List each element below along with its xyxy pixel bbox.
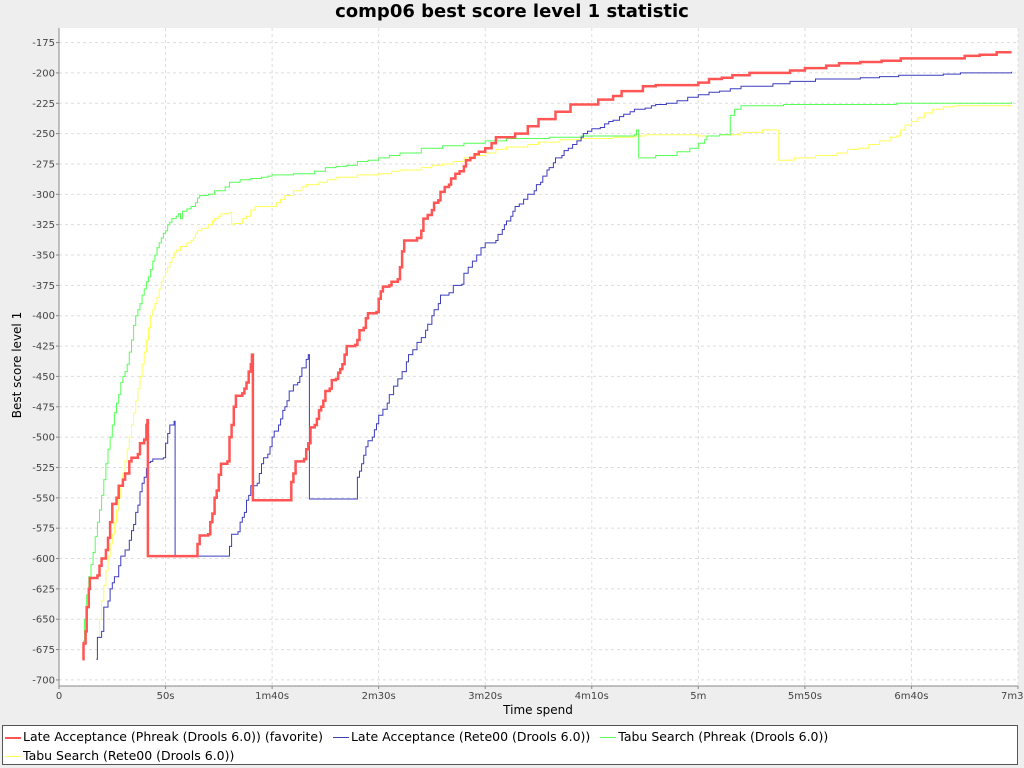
- legend-swatch: [5, 736, 21, 739]
- series-line: [82, 102, 1013, 660]
- axis-ticks: 0 50s 1m40s 2m30s 3m20s 4m10s 5m 5m50s 6m40s 7m30…: [32, 38, 1024, 702]
- y-tick-label: -525: [32, 463, 55, 474]
- y-tick-label: -200: [32, 68, 55, 79]
- legend-swatch: [332, 737, 349, 738]
- legend-row: Late Acceptance (Phreak (Drools 6.0)) (f…: [5, 727, 1015, 746]
- series-line: [82, 51, 1012, 661]
- legend-label: Late Acceptance (Rete00 (Drools 6.0)): [350, 729, 591, 744]
- y-tick-label: -600: [32, 554, 55, 565]
- legend-swatch: [600, 737, 617, 738]
- x-tick-label: 50s: [157, 691, 175, 702]
- y-tick-label: -400: [32, 311, 55, 322]
- x-tick-label: 6m40s: [894, 691, 928, 702]
- plot-area: [59, 28, 1018, 686]
- legend-item-tabu-search-phreak: Tabu Search (Phreak (Drools 6.0)): [600, 727, 828, 746]
- x-tick-label: 0: [56, 691, 62, 702]
- y-axis-label: Best score level 1: [10, 312, 24, 418]
- y-tick-label: -425: [32, 342, 55, 353]
- y-tick-label: -325: [32, 220, 55, 231]
- y-tick-label: -350: [32, 251, 55, 262]
- x-tick-label: 5m50s: [788, 691, 822, 702]
- y-tick-label: -225: [32, 99, 55, 110]
- x-tick-label: 7m30s: [1001, 691, 1024, 702]
- y-tick-label: -250: [32, 129, 55, 140]
- legend-label: Tabu Search (Rete00 (Drools 6.0)): [23, 748, 235, 763]
- y-tick-label: -275: [32, 159, 55, 170]
- y-tick-label: -700: [32, 675, 55, 686]
- chart-legend: Late Acceptance (Phreak (Drools 6.0)) (f…: [2, 725, 1018, 765]
- series-line: [96, 105, 1012, 660]
- y-tick-label: -175: [32, 38, 55, 49]
- y-tick-label: -550: [32, 493, 55, 504]
- legend-item-tabu-search-rete: Tabu Search (Rete00 (Drools 6.0)): [5, 746, 234, 765]
- legend-item-late-acceptance-rete: Late Acceptance (Rete00 (Drools 6.0)): [332, 727, 591, 746]
- legend-row: Tabu Search (Rete00 (Drools 6.0)): [5, 746, 1015, 765]
- y-tick-label: -500: [32, 433, 55, 444]
- y-tick-label: -575: [32, 524, 55, 535]
- x-tick-label: 2m30s: [362, 691, 396, 702]
- y-tick-label: -650: [32, 615, 55, 626]
- x-axis-label: Time spend: [502, 703, 573, 717]
- chart-title: comp06 best score level 1 statistic: [335, 1, 689, 22]
- y-tick-label: -625: [32, 584, 55, 595]
- y-tick-label: -675: [32, 645, 55, 656]
- legend-swatch: [5, 756, 21, 757]
- y-tick-label: -475: [32, 402, 55, 413]
- x-tick-label: 3m20s: [468, 691, 502, 702]
- series-line: [96, 71, 1013, 660]
- y-tick-label: -375: [32, 281, 55, 292]
- legend-label: Late Acceptance (Phreak (Drools 6.0)) (f…: [23, 729, 323, 744]
- x-tick-label: 1m40s: [255, 691, 289, 702]
- y-tick-label: -450: [32, 372, 55, 383]
- series-lines: [82, 51, 1013, 661]
- y-tick-label: -300: [32, 190, 55, 201]
- chart-plot: 0 50s 1m40s 2m30s 3m20s 4m10s 5m 5m50s 6m40s 7m30…: [10, 28, 1024, 717]
- x-tick-label: 5m: [690, 691, 706, 702]
- legend-label: Tabu Search (Phreak (Drools 6.0)): [618, 729, 829, 744]
- x-tick-label: 4m10s: [575, 691, 609, 702]
- legend-item-late-acceptance-phreak: Late Acceptance (Phreak (Drools 6.0)) (f…: [5, 727, 323, 746]
